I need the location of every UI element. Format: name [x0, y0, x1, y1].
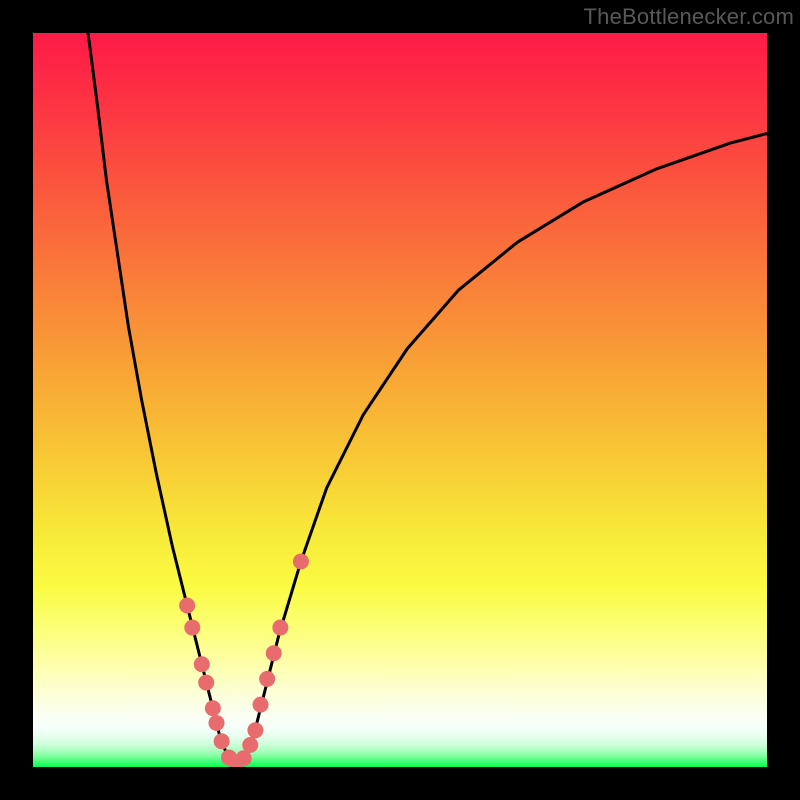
plot-svg — [33, 33, 767, 767]
data-marker — [214, 733, 230, 749]
data-marker — [179, 598, 195, 614]
watermark-label: TheBottlenecker.com — [584, 4, 794, 30]
data-marker — [209, 715, 225, 731]
data-marker — [205, 700, 221, 716]
plot-area — [33, 33, 767, 767]
data-marker — [259, 671, 275, 687]
data-marker — [194, 656, 210, 672]
data-marker — [242, 737, 258, 753]
data-marker — [198, 675, 214, 691]
data-marker — [247, 722, 263, 738]
data-marker — [293, 553, 309, 569]
data-marker — [253, 697, 269, 713]
data-marker — [272, 620, 288, 636]
data-marker — [266, 645, 282, 661]
data-marker — [184, 620, 200, 636]
